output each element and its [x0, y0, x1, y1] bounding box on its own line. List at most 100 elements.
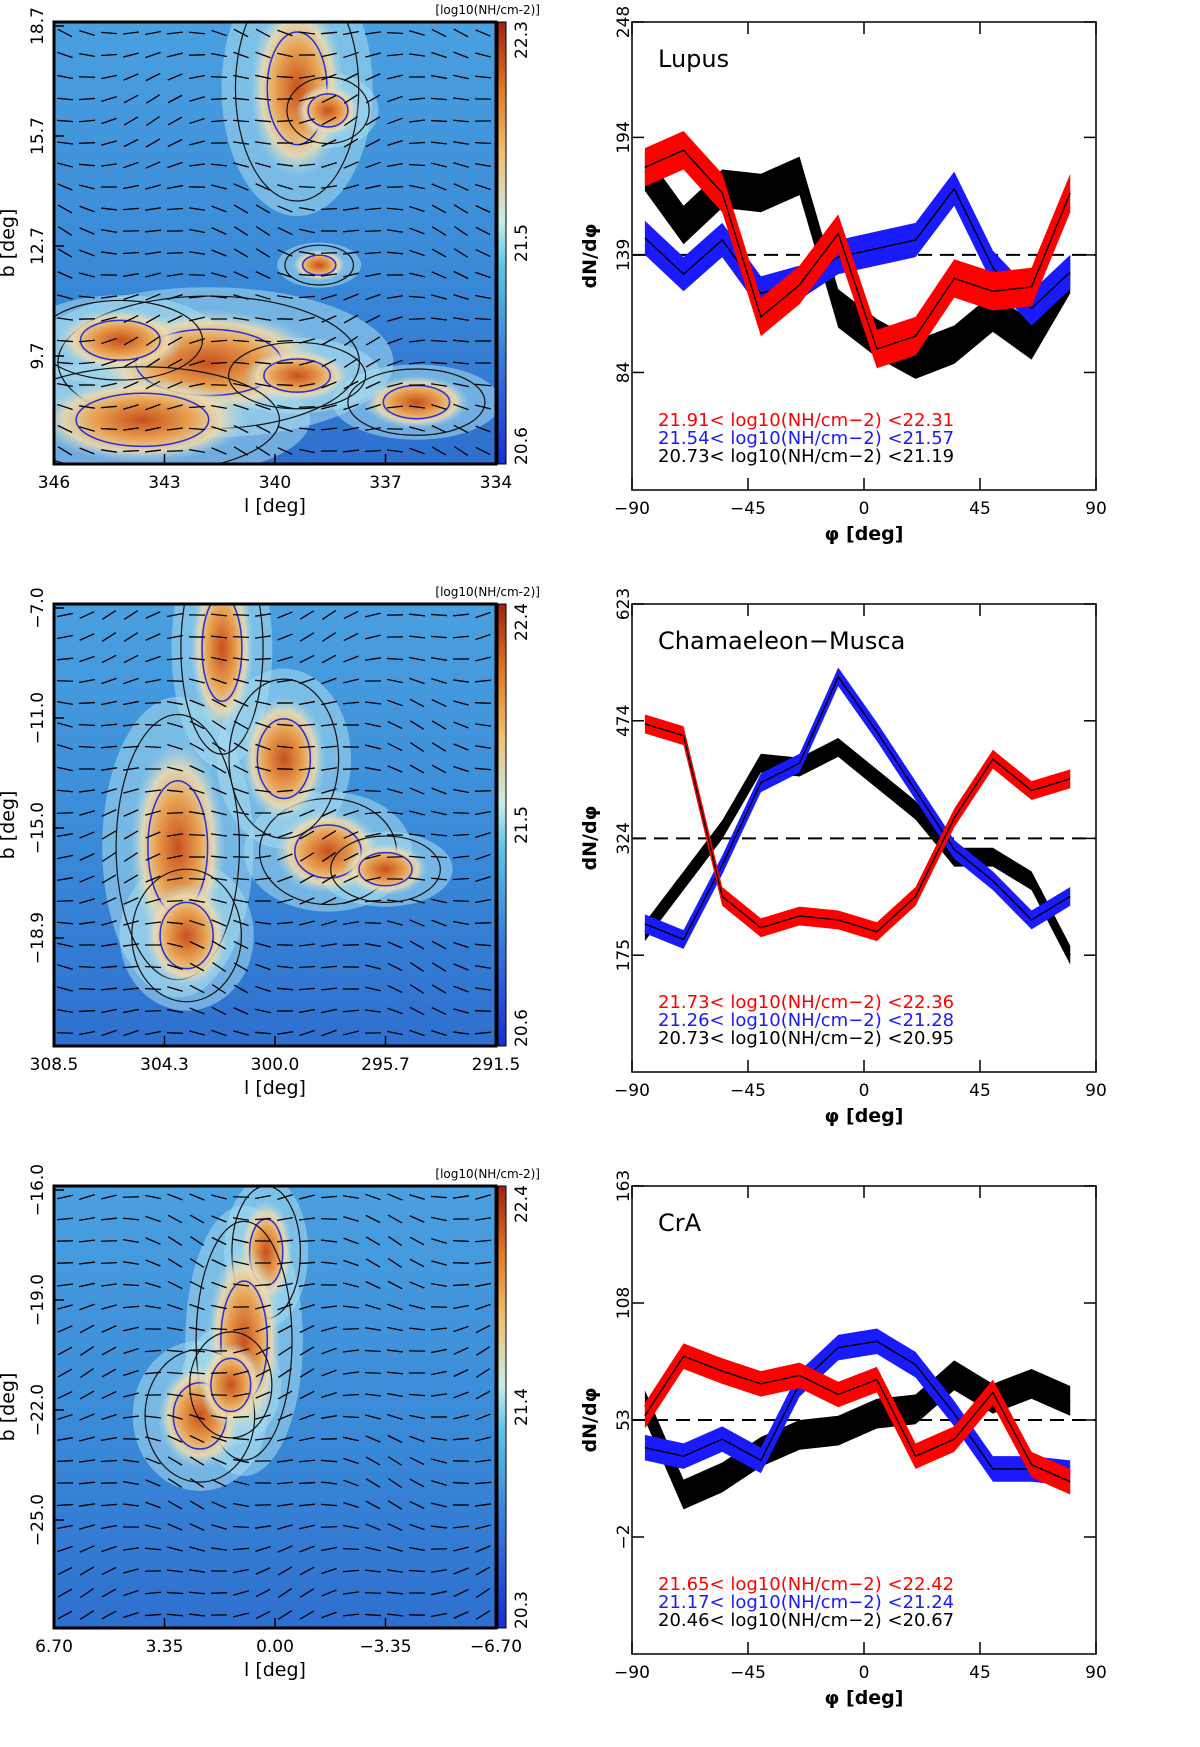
polarization-segment: [364, 701, 382, 705]
polarization-segment: [364, 1569, 382, 1573]
polarization-segment: [343, 161, 359, 169]
polarization-segment: [57, 1545, 73, 1553]
polarization-segment: [166, 1393, 184, 1397]
chamaeleon-musca-map: [log10(NH/cm-2)] 22.4 21.5 20.6 308.5 304.3 30…: [0, 585, 540, 1099]
polarization-segment: [365, 942, 381, 948]
polarization-segment: [211, 1259, 227, 1267]
polarization-segment: [277, 1194, 293, 1200]
polarization-segment: [321, 1392, 337, 1398]
polarization-segment: [79, 1282, 95, 1288]
polarization-segment: [431, 764, 447, 774]
polarization-segment: [321, 1611, 337, 1619]
polarization-segment: [101, 1368, 117, 1378]
x-tick-label: 337: [369, 473, 401, 493]
polarization-segment: [321, 1008, 337, 1014]
polarization-segment: [232, 833, 250, 837]
polarization-segment: [254, 141, 272, 145]
polarization-segment: [343, 809, 359, 817]
polarization-segment: [211, 425, 227, 433]
polarization-segment: [408, 361, 426, 365]
polarization-segment: [254, 855, 272, 859]
polarization-segment: [365, 1414, 381, 1420]
polarization-segment: [430, 877, 448, 881]
polarization-segment: [276, 921, 294, 925]
polarization-segment: [145, 810, 161, 816]
polarization-segment: [57, 766, 73, 772]
polarization-segment: [255, 963, 271, 971]
polarization-segment: [276, 295, 294, 299]
polarization-segment: [409, 184, 425, 190]
polarization-segment: [56, 119, 74, 123]
polarization-segment: [233, 1370, 249, 1376]
polarization-segment: [364, 899, 382, 903]
polarization-segment: [57, 204, 73, 214]
polarization-segment: [387, 941, 403, 949]
polarization-segment: [233, 678, 249, 684]
polarization-segment: [431, 742, 447, 752]
polarization-segment: [233, 699, 249, 707]
polarization-segment: [343, 1030, 359, 1036]
polarization-segment: [277, 425, 293, 433]
polarization-segment: [409, 810, 425, 816]
polarization-segment: [298, 75, 316, 79]
polarization-segment: [144, 701, 162, 705]
polarization-segment: [123, 700, 139, 706]
polarization-segment: [167, 1456, 183, 1466]
polarization-segment: [474, 965, 492, 969]
polarization-segment: [408, 97, 426, 101]
polarization-segment: [100, 943, 118, 947]
polarization-segment: [211, 52, 227, 58]
polarization-segment: [57, 744, 73, 750]
polarization-segment: [166, 251, 184, 255]
polarization-segment: [387, 337, 403, 345]
polarization-segment: [431, 1370, 447, 1376]
polarization-segment: [79, 1324, 95, 1334]
polarization-segment: [254, 119, 272, 123]
polarization-segment: [101, 1610, 117, 1620]
polarization-segment: [277, 853, 293, 861]
contour-black: [131, 868, 243, 1003]
polarization-segment: [321, 943, 337, 947]
polarization-segment: [166, 450, 184, 452]
polarization-segment: [145, 1479, 161, 1487]
legend-max: <20.67: [887, 1610, 954, 1631]
polarization-segment: [189, 1280, 205, 1290]
polarization-segment: [343, 72, 359, 82]
polarization-segment: [343, 1457, 359, 1465]
polarization-segment: [57, 1524, 73, 1530]
polarization-segment: [57, 28, 73, 38]
polarization-segment: [408, 1327, 426, 1331]
polarization-segment: [364, 207, 382, 211]
polarization-segment: [365, 1500, 381, 1510]
x-tick-label: 90: [1085, 1081, 1107, 1101]
polarization-segment: [409, 720, 425, 730]
polarization-segment: [299, 897, 315, 905]
polarization-segment: [343, 380, 359, 390]
polarization-segment: [144, 745, 162, 749]
polarization-segment: [409, 1281, 425, 1289]
polarization-segment: [343, 921, 359, 925]
polarization-segment: [343, 94, 359, 104]
polarization-segment: [453, 74, 469, 80]
polarization-segment: [122, 1261, 140, 1265]
dense-clump: [241, 695, 327, 823]
polarization-segment: [343, 897, 359, 905]
polarization-segment: [232, 317, 250, 321]
polarization-segment: [475, 271, 491, 279]
polarization-segment: [299, 1436, 315, 1442]
polarization-segment: [189, 1236, 205, 1246]
polarization-segment: [321, 677, 337, 685]
polarization-segment: [211, 1215, 227, 1223]
polarization-segment: [431, 810, 447, 816]
x-axis-label: l [deg]: [244, 1077, 306, 1099]
polarization-segment: [167, 1008, 183, 1014]
polarization-segment: [342, 251, 360, 255]
y-tick-label: 324: [614, 822, 634, 854]
polarization-segment: [278, 1587, 292, 1599]
polarization-segment: [475, 1324, 491, 1334]
polarization-segment: [78, 1239, 96, 1243]
contour-blue: [75, 392, 210, 448]
polarization-segment: [166, 427, 184, 431]
polarization-segment: [430, 383, 448, 387]
polarization-segment: [409, 30, 425, 36]
